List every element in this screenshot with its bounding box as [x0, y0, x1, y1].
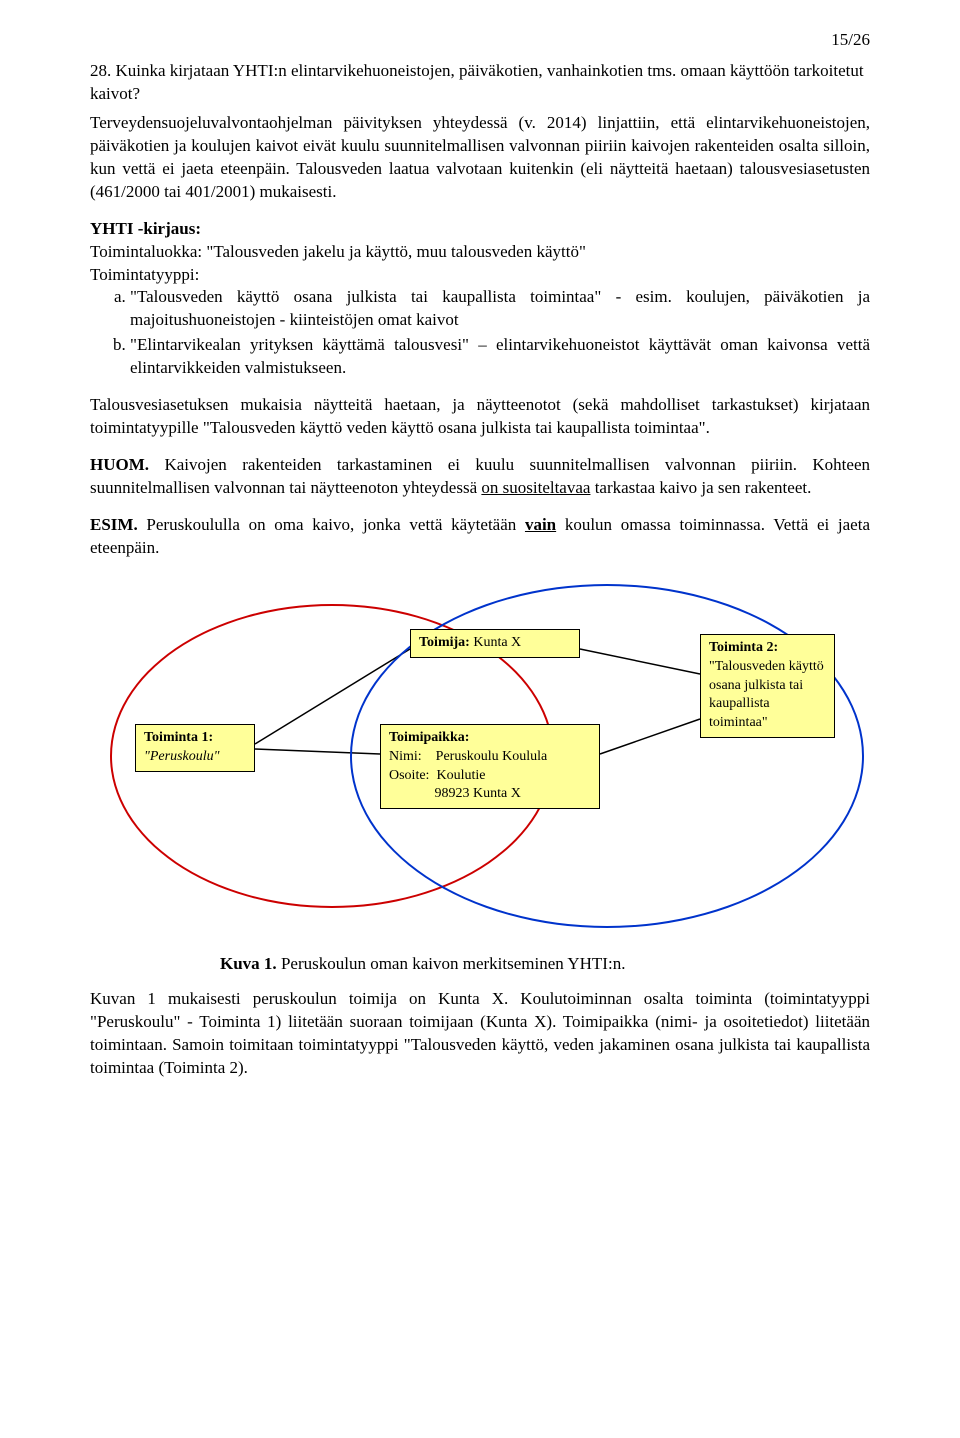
yhtikirjaus-label: YHTI -kirjaus: [90, 219, 201, 238]
caption-label: Kuva 1. [220, 954, 277, 973]
esim-pre: Peruskoululla on oma kaivo, jonka vettä … [138, 515, 525, 534]
esim-vain: vain [525, 515, 556, 534]
paragraph-nayte: Talousvesiasetuksen mukaisia näytteitä h… [90, 394, 870, 440]
toiminta1-value: "Peruskoulu" [144, 749, 220, 764]
yhtikirjaus-block: YHTI -kirjaus: Toimintaluokka: "Talousve… [90, 218, 870, 287]
box-toimipaikka: Toimipaikka: Nimi: Peruskoulu Koulula Os… [380, 724, 600, 810]
toimintatyyppi-list: "Talousveden käyttö osana julkista tai k… [90, 286, 870, 380]
toimipaikka-osoite-value2: 98923 Kunta X [435, 786, 521, 801]
question-heading: 28. Kuinka kirjataan YHTI:n elintarvikeh… [90, 60, 870, 106]
caption-text: Peruskoulun oman kaivon merkitseminen YH… [277, 954, 626, 973]
list-item-a: "Talousveden käyttö osana julkista tai k… [130, 286, 870, 332]
toimipaikka-osot basedoite-value1: Koulutie [436, 768, 485, 783]
toiminta1-label: Toiminta 1: [144, 730, 213, 745]
box-toimija: Toimija: Kunta X [410, 629, 580, 658]
venn-diagram: Toiminta 1: "Peruskoulu" Toimija: Kunta … [90, 574, 870, 944]
box-toiminta1: Toiminta 1: "Peruskoulu" [135, 724, 255, 772]
toimipaikka-nimi-value: Peruskoulu Koulula [436, 749, 548, 764]
toimintaluokka-line: Toimintaluokka: "Talousveden jakelu ja k… [90, 242, 586, 261]
question-title: Kuinka kirjataan YHTI:n elintarvikehuone… [90, 61, 864, 103]
toimija-label: Toimija: [419, 635, 470, 650]
toimipaikka-nimi-label: Nimi: [389, 749, 422, 764]
esim-paragraph: ESIM. Peruskoululla on oma kaivo, jonka … [90, 514, 870, 560]
toimipaikka-osoite-label: Osoite: [389, 768, 429, 783]
huom-s1: Kaivojen rakenteiden tarkastaminen ei ku… [149, 455, 797, 474]
huom-s2-ul: on suositeltavaa [481, 478, 590, 497]
paragraph-intro: Terveydensuojeluvalvontaohjelman päivity… [90, 112, 870, 204]
huom-s2-post: tarkastaa kaivo ja sen rakenteet. [590, 478, 811, 497]
esim-label: ESIM. [90, 515, 138, 534]
toimija-value: Kunta X [473, 635, 521, 650]
box-toiminta2: Toiminta 2: "Talousveden käyttö osana ju… [700, 634, 835, 738]
page: 15/26 28. Kuinka kirjataan YHTI:n elinta… [0, 0, 960, 1438]
huom-paragraph: HUOM. Kaivojen rakenteiden tarkastaminen… [90, 454, 870, 500]
toimintatyyppi-label: Toimintatyyppi: [90, 265, 199, 284]
toimipaikka-label: Toimipaikka: [389, 730, 469, 745]
toiminta2-label: Toiminta 2: [709, 640, 778, 655]
question-number: 28. [90, 61, 111, 80]
page-number: 15/26 [831, 30, 870, 50]
figure-caption: Kuva 1. Peruskoulun oman kaivon merkitse… [220, 954, 870, 974]
list-item-b: "Elintarvikealan yrityksen käyttämä talo… [130, 334, 870, 380]
toiminta2-value: "Talousveden käyttö osana julkista tai k… [709, 659, 824, 731]
paragraph-kuva1: Kuvan 1 mukaisesti peruskoulun toimija o… [90, 988, 870, 1080]
huom-label: HUOM. [90, 455, 149, 474]
